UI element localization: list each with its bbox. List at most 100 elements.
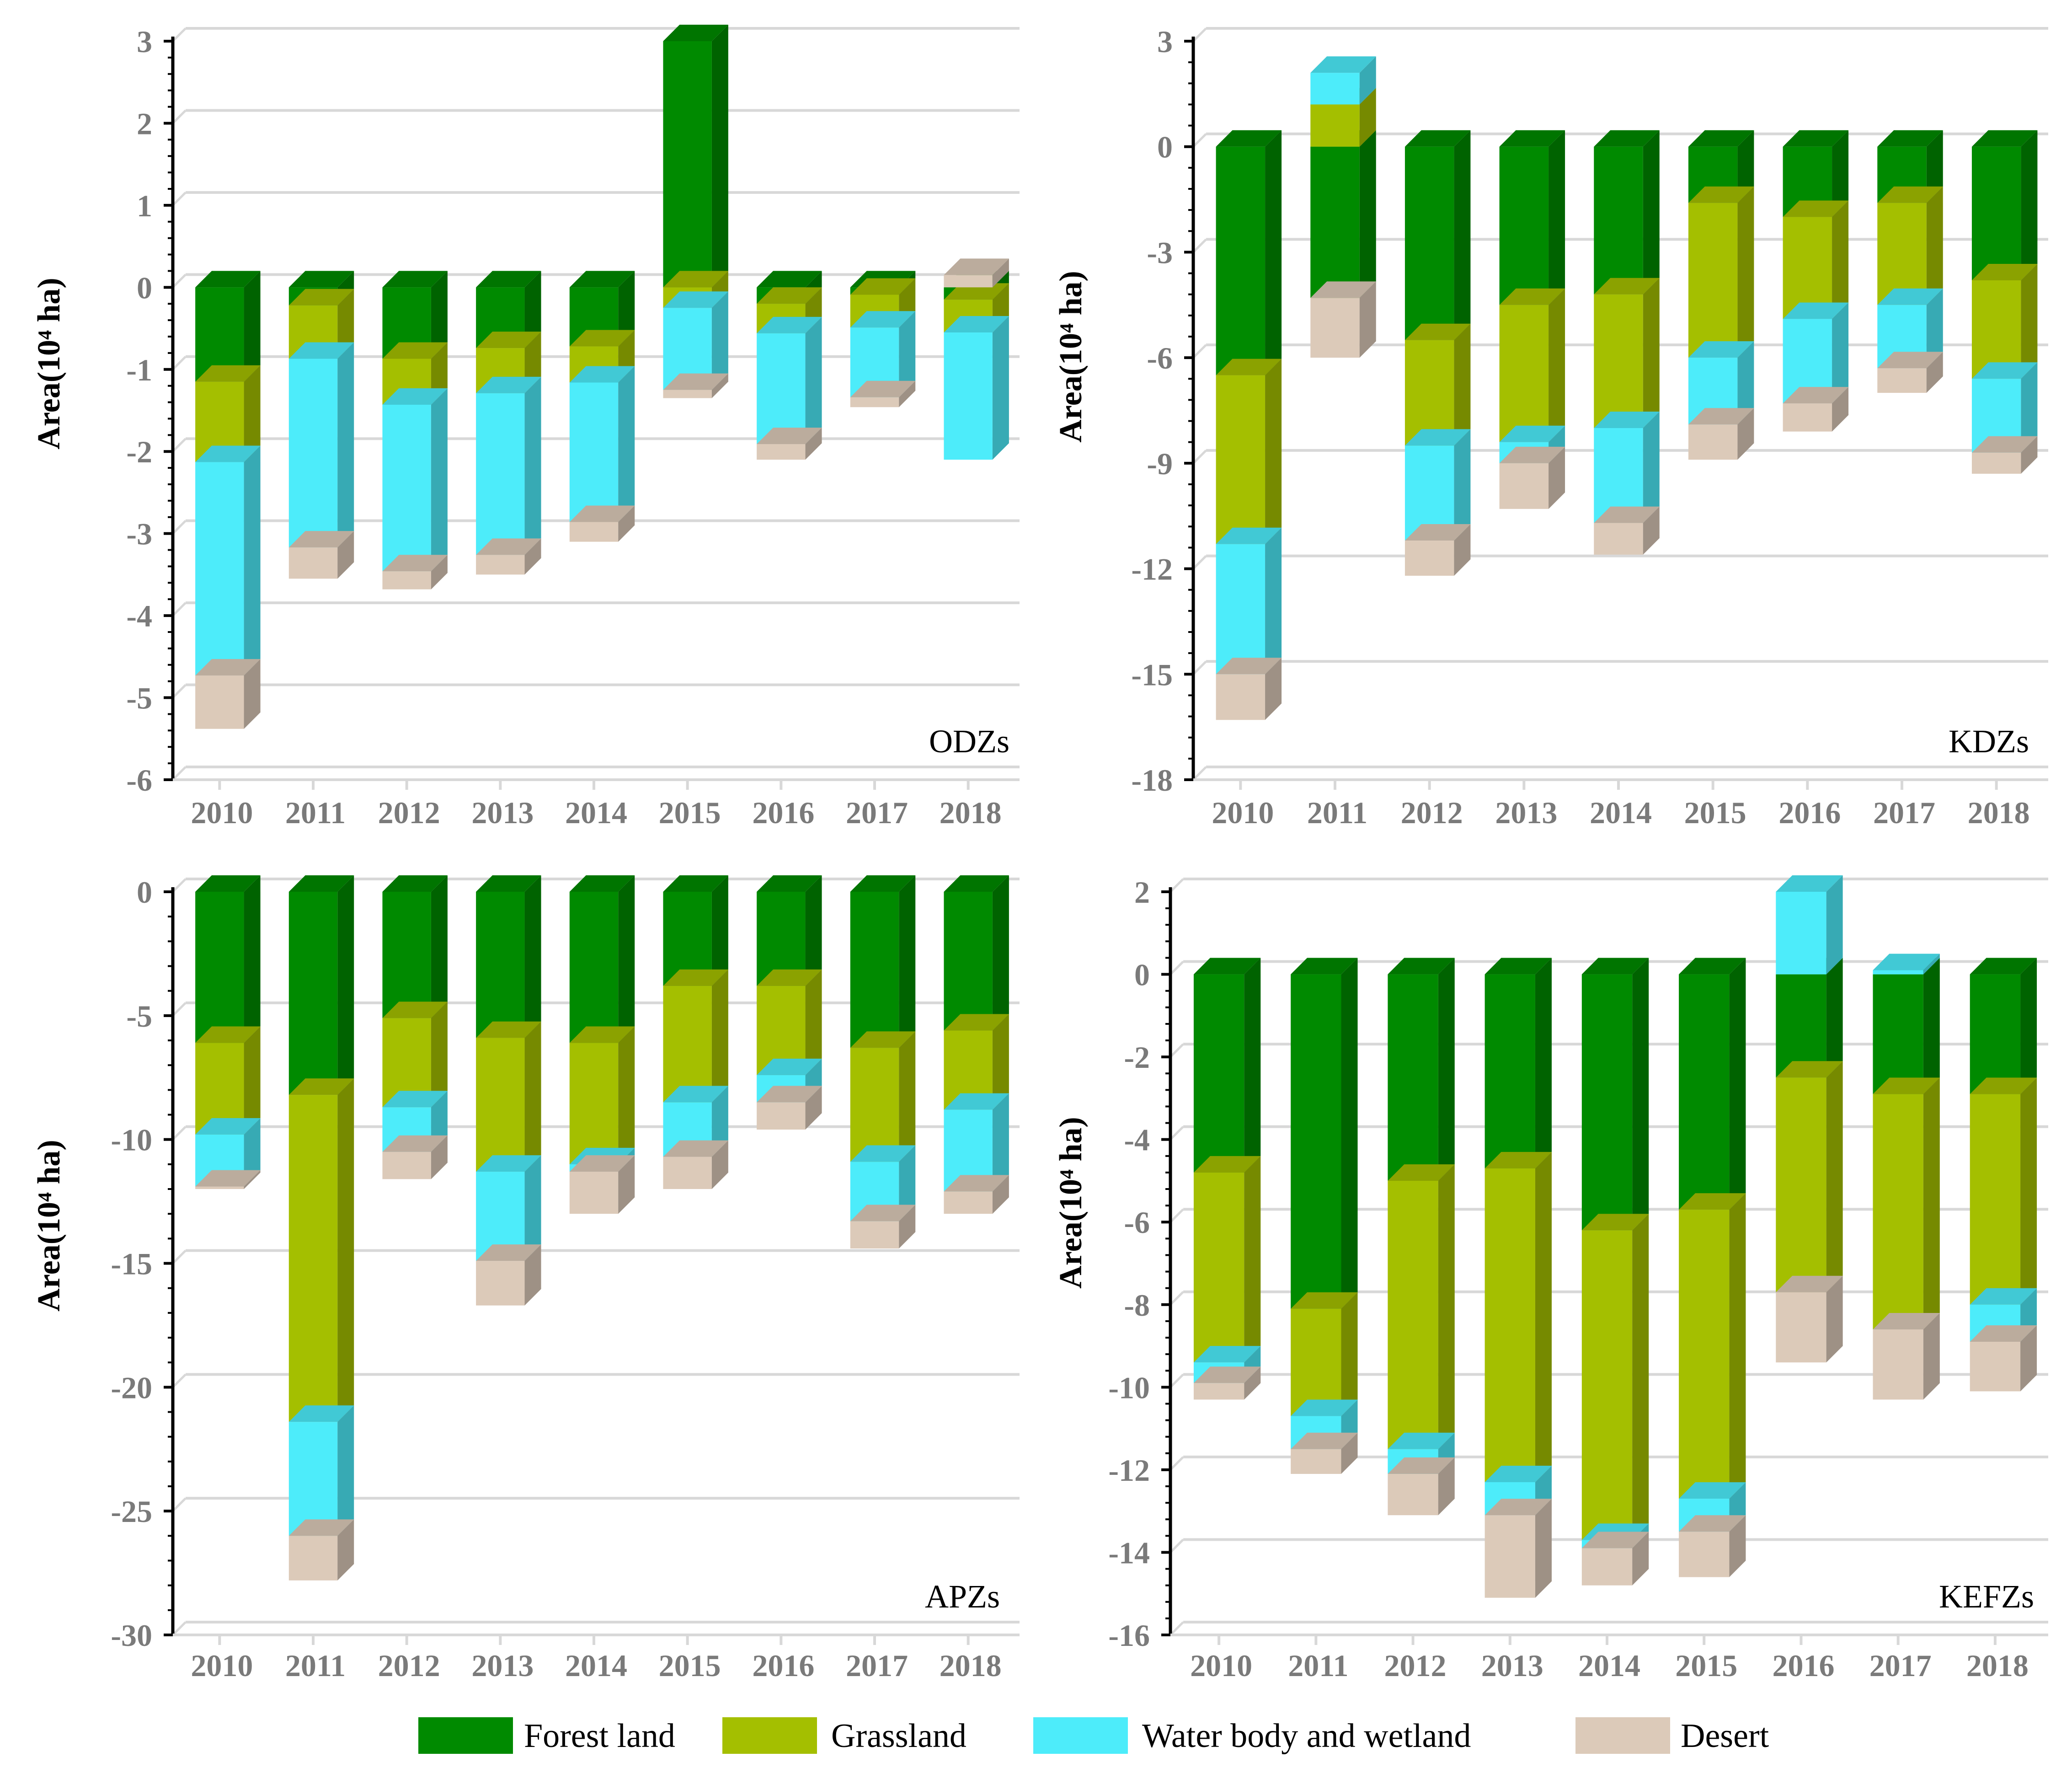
bar-side-forest-2011 [337, 875, 354, 1095]
bar-side-forest-2010 [1244, 958, 1261, 1173]
bar-water-2016 [1776, 892, 1826, 975]
bar-forest-2015 [1679, 974, 1730, 1210]
bar-side-desert-2011 [1359, 281, 1376, 358]
y-tick-label: 3 [1157, 24, 1173, 59]
bar-forest-2012 [382, 892, 431, 1018]
bar-desert-2014 [569, 522, 619, 542]
bar-top-water-2013 [476, 1155, 541, 1172]
bar-top-water-2016 [757, 316, 822, 333]
x-tick-label: 2016 [752, 1648, 814, 1683]
bar-side-water-2017 [1923, 954, 1940, 975]
bar-top-water-2012 [1404, 429, 1471, 446]
bar-side-desert-2017 [899, 1205, 916, 1248]
bar-top-water-2011 [288, 1405, 354, 1422]
bar-desert-2012 [1404, 541, 1454, 576]
bar-side-desert-2016 [805, 1086, 822, 1130]
bar-forest-2014 [1581, 974, 1633, 1231]
gridline-depth [1170, 1621, 1184, 1636]
bar-top-desert-2016 [757, 1086, 822, 1103]
bar-top-forest-2017 [850, 875, 916, 892]
bar-side-grassland-2011 [337, 1078, 354, 1422]
y-tick-label: -14 [1108, 1535, 1150, 1570]
y-tick-label: 2 [137, 106, 152, 141]
bar-side-forest-2017 [1926, 130, 1943, 203]
bar-side-grassland-2016 [805, 969, 822, 1075]
bar-forest-2011 [1291, 974, 1341, 1309]
bar-side-grassland-2015 [1729, 1193, 1746, 1499]
bar-desert-2013 [1499, 463, 1549, 509]
legend-swatch-water [1033, 1717, 1128, 1754]
bar-top-grassland-2015 [1688, 186, 1754, 203]
bar-side-grassland-2017 [899, 1031, 916, 1162]
bar-top-forest-2014 [569, 271, 635, 288]
bar-desert-2016 [757, 444, 806, 460]
bar-side-desert-2011 [1341, 1432, 1358, 1474]
bar-top-grassland-2013 [1485, 1152, 1552, 1168]
panel-label-odzs: ODZs [929, 723, 1009, 760]
bar-top-desert-2010 [195, 1170, 261, 1187]
bar-top-forest-2018 [1971, 130, 2038, 147]
bar-side-desert-2017 [1926, 352, 1943, 393]
bar-top-grassland-2016 [757, 969, 822, 986]
bar-side-grassland-2015 [1737, 186, 1754, 358]
bar-top-grassland-2015 [663, 271, 728, 288]
bar-forest-2018 [1971, 146, 2021, 280]
bar-side-desert-2018 [2020, 1325, 2037, 1392]
panel-label-kdzs: KDZs [1949, 723, 2029, 760]
bar-side-desert-2010 [1265, 658, 1282, 720]
y-tick-label: -3 [126, 517, 152, 552]
gridline-depth [1170, 1456, 1184, 1471]
chart-panel-apzs: 0 -5 -10 -15 -20 -25 -30 2010 2011 2012 2013 2014 20… [32, 875, 1020, 1683]
bar-top-forest-2013 [476, 875, 541, 892]
bar-top-desert-2010 [1216, 658, 1282, 675]
bar-side-desert-2018 [992, 1175, 1009, 1214]
bar-top-grassland-2014 [569, 1026, 635, 1043]
bar-side-forest-2016 [1832, 130, 1849, 217]
x-tick-label: 2017 [846, 795, 908, 830]
y-axis-title: Area(10⁴ ha) [1053, 271, 1089, 442]
y-tick-label: -16 [1108, 1618, 1150, 1653]
bar-side-desert-2018 [992, 258, 1009, 288]
bar-side-water-2011 [337, 1405, 354, 1536]
y-tick-label: 2 [1134, 875, 1150, 910]
bar-desert-2018 [944, 1191, 993, 1214]
bar-side-forest-2018 [992, 875, 1009, 1031]
bar-desert-2018 [944, 275, 993, 288]
bar-top-water-2018 [944, 316, 1009, 333]
bar-water-2011 [1310, 73, 1360, 105]
bar-grassland-2017 [1873, 1094, 1923, 1329]
bar-top-forest-2010 [1216, 130, 1282, 147]
bar-top-forest-2010 [1193, 958, 1261, 975]
bar-top-forest-2013 [1485, 958, 1552, 975]
gridline-depth [1192, 660, 1207, 675]
bar-grassland-2011 [288, 1095, 338, 1422]
bar-desert-2012 [1388, 1473, 1438, 1516]
bar-grassland-2016 [1776, 1077, 1826, 1292]
x-tick-label: 2014 [1578, 1648, 1640, 1683]
y-axis-title: Area(10⁴ ha) [32, 1140, 67, 1311]
bar-side-desert-2017 [899, 380, 916, 407]
bar-side-desert-2010 [1244, 1366, 1261, 1400]
bar-top-grassland-2012 [382, 342, 448, 359]
bar-top-water-2015 [1679, 1482, 1746, 1499]
bar-desert-2011 [288, 547, 338, 579]
bar-top-water-2016 [757, 1058, 822, 1075]
bar-top-grassland-2016 [1776, 1061, 1843, 1078]
gridline-depth [1192, 27, 1207, 42]
x-tick-label: 2018 [1966, 1648, 2029, 1683]
bar-side-water-2017 [899, 311, 916, 397]
y-tick-label: -9 [1147, 446, 1173, 481]
chart-panel-odzs: 3 2 1 0 -1 -2 -3 -4 -5 -6 2010 2011 2012 2013 2014 2015… [32, 24, 1020, 830]
bar-forest-2018 [1970, 974, 2021, 1094]
bar-side-desert-2018 [2021, 436, 2038, 474]
bar-side-grassland-2018 [2021, 263, 2038, 379]
x-tick-label: 2012 [378, 795, 440, 830]
y-axis-title: Area(10⁴ ha) [1053, 1117, 1089, 1288]
bar-top-grassland-2010 [1216, 359, 1282, 375]
bar-top-forest-2011 [288, 875, 354, 892]
bar-top-desert-2015 [1679, 1515, 1746, 1532]
bar-side-water-2015 [711, 291, 728, 390]
x-tick-label: 2011 [285, 1648, 346, 1683]
bar-top-forest-2012 [382, 271, 448, 288]
